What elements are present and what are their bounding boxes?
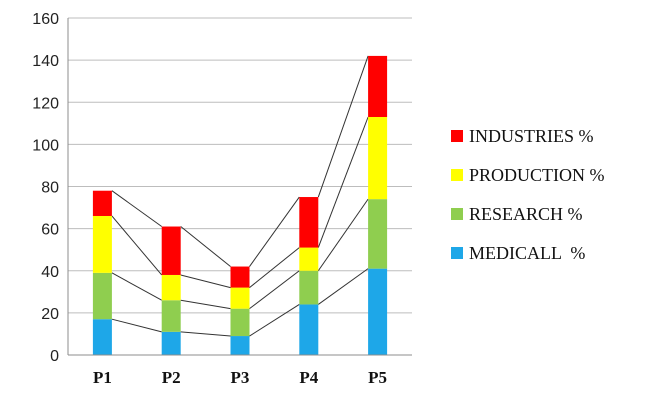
bar-segment [161, 274, 181, 301]
series-line [249, 247, 300, 288]
bar-segment [368, 55, 388, 117]
series-line [111, 215, 163, 276]
bar-segment [92, 190, 112, 216]
x-category-label: P3 [231, 368, 250, 387]
y-tick-label: 0 [50, 348, 59, 365]
series-line [111, 190, 162, 227]
bar-segment [92, 272, 112, 320]
legend-label: RESEARCH % [469, 204, 583, 224]
legend-label: MEDICALL % [469, 243, 585, 263]
bar-segment [161, 226, 181, 275]
series-line [111, 318, 162, 333]
legend-label: PRODUCTION % [469, 165, 605, 185]
y-tick-label: 140 [32, 53, 59, 70]
x-category-label: P2 [162, 368, 181, 387]
y-tick-label: 20 [41, 306, 59, 323]
bar-segment [368, 116, 388, 200]
bar-segment [368, 199, 388, 269]
bar-segment [92, 319, 112, 355]
y-tick-label: 160 [32, 11, 59, 28]
series-line [249, 196, 300, 267]
series-line [111, 272, 162, 301]
x-category-label: P4 [299, 368, 318, 387]
bar-segment [161, 331, 181, 355]
x-category-labels: P1 P2 P3 P4 P5 [93, 368, 387, 387]
legend-swatch [451, 247, 463, 259]
bar-segment [368, 268, 388, 355]
bar-segment [92, 215, 112, 273]
series-line [317, 55, 369, 198]
bar-segment [299, 270, 319, 305]
legend-swatch [451, 208, 463, 220]
axes [67, 18, 412, 356]
bar-segment [299, 247, 319, 271]
bars [92, 55, 388, 355]
series-line [317, 198, 369, 272]
series-line [180, 331, 231, 337]
bar-segment [161, 300, 181, 332]
bar-segment [230, 336, 250, 355]
bar-segment [299, 304, 319, 355]
series-line [180, 274, 231, 289]
legend-label: INDUSTRIES % [469, 126, 594, 146]
bar-segment [230, 266, 250, 288]
gridlines [68, 17, 412, 314]
x-category-label: P1 [93, 368, 112, 387]
series-connector-lines [111, 55, 369, 337]
series-line [317, 116, 369, 248]
y-tick-label: 60 [41, 222, 59, 239]
series-line [180, 299, 231, 310]
y-tick-label: 40 [41, 264, 59, 281]
series-line [249, 304, 300, 337]
legend-swatch [451, 169, 463, 181]
bar-segment [299, 197, 319, 248]
legend: INDUSTRIES % PRODUCTION % RESEARCH % MEDICA… [451, 126, 605, 263]
y-tick-label: 120 [32, 95, 59, 112]
series-line [249, 270, 300, 310]
y-tick-labels: 0 20 40 60 80 100 120 140 160 [32, 11, 59, 365]
x-category-label: P5 [368, 368, 387, 387]
y-tick-label: 80 [41, 180, 59, 197]
y-tick-label: 100 [32, 137, 59, 154]
series-line [180, 226, 231, 267]
series-line [318, 268, 369, 305]
bar-segment [230, 308, 250, 337]
legend-swatch [451, 130, 463, 142]
bar-segment [230, 287, 250, 309]
